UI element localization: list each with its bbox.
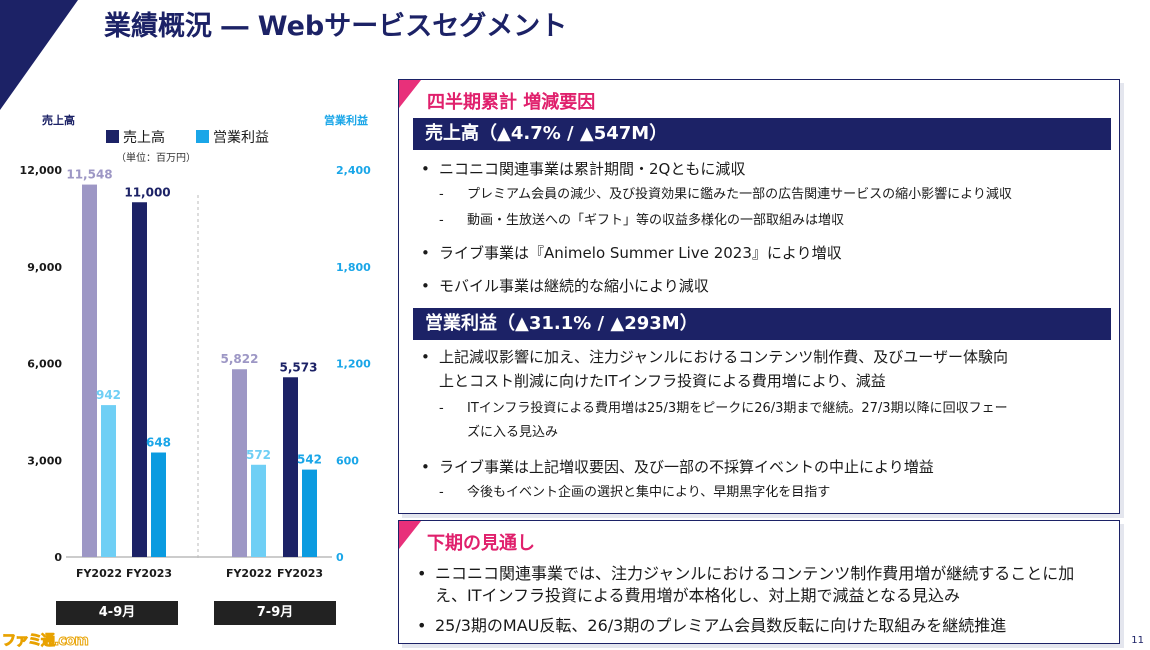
sales-value-label: 5,822	[221, 352, 259, 366]
profit-bar	[101, 405, 116, 557]
profit-point-1-line2: 上とコスト削減に向けたITインフラ投資による費用増により、減益	[439, 372, 886, 390]
page-title: 業績概況 ― Webサービスセグメント	[104, 11, 568, 42]
sales-value-label: 11,548	[66, 168, 112, 182]
profit-sub-2: - 今後もイベント企画の選択と集中により、早期黒字化を目指す	[439, 482, 830, 504]
right-tick-label: 600	[336, 454, 359, 467]
bullet: •	[417, 616, 427, 635]
profit-bar	[251, 464, 266, 557]
outlook-panel: 下期の見通し • ニコニコ関連事業では、注力ジャンルにおけるコンテンツ制作費用増が…	[398, 520, 1120, 644]
bullet: •	[421, 348, 430, 366]
bullet: •	[417, 564, 427, 583]
right-tick-label: 2,400	[336, 164, 371, 177]
sales-point-3-text: モバイル事業は継続的な縮小により減収	[439, 277, 709, 295]
profit-sub-2-text: 今後もイベント企画の選択と集中により、早期黒字化を目指す	[467, 485, 831, 500]
outlook-point-1-line2: え、ITインフラ投資による費用増が本格化し、対上期で減益となる見込み	[435, 586, 961, 605]
legend-label-profit: 営業利益	[213, 130, 269, 146]
sales-value-label: 11,000	[124, 185, 170, 199]
sales-point-1-text: ニコニコ関連事業は累計期間・2Qともに減収	[439, 160, 746, 178]
outlook-point-1-line1: ニコニコ関連事業では、注力ジャンルにおけるコンテンツ制作費用増が継続することに加	[435, 564, 1075, 583]
outlook-point-2-text: 25/3期のMAU反転、26/3期のプレミアム会員数反転に向けた取組みを継続推進	[435, 616, 1007, 635]
watermark-logo: ファミ通.com	[2, 633, 90, 650]
profit-header: 営業利益（▲31.1% / ▲293M）	[413, 308, 1111, 340]
category-label: FY2022	[226, 567, 272, 580]
left-tick-label: 3,000	[27, 454, 62, 467]
dash: -	[439, 401, 444, 416]
period-label-h1: 4-9月	[56, 601, 178, 625]
legend-swatch-profit	[196, 130, 209, 143]
sales-bar	[82, 184, 97, 557]
right-tick-label: 1,200	[336, 358, 371, 371]
sales-point-2-text: ライブ事業は『Animelo Summer Live 2023』により増収	[439, 244, 842, 262]
period-label-q2: 7-9月	[214, 601, 336, 625]
sales-sub-1: - プレミアム会員の減少、及び投資効果に鑑みた一部の広告関連サービスの縮小影響によ…	[439, 184, 1012, 206]
bullet: •	[421, 458, 430, 476]
sales-bar	[132, 202, 147, 557]
dash: -	[439, 213, 444, 228]
factors-panel: 四半期累計 増減要因 売上高（▲4.7% / ▲547M） • ニコニコ関連事業は…	[398, 79, 1120, 514]
category-label: FY2023	[277, 567, 323, 580]
category-label: FY2023	[126, 567, 172, 580]
right-tick-label: 1,800	[336, 261, 371, 274]
page-number: 11	[1131, 635, 1144, 646]
left-tick-label: 12,000	[20, 164, 63, 177]
sales-value-label: 5,573	[280, 360, 318, 374]
right-axis-title: 営業利益	[324, 113, 368, 127]
sales-point-1: • ニコニコ関連事業は累計期間・2Qともに減収	[421, 158, 745, 180]
profit-sub-1: - ITインフラ投資による費用増は25/3期をピークに26/3期まで継続。27/3…	[439, 398, 1008, 420]
profit-value-label: 942	[96, 388, 121, 402]
sales-sub-2-text: 動画・生放送への「ギフト」等の収益多様化の一部取組みは増収	[467, 213, 845, 228]
panel-tab-accent	[399, 521, 421, 549]
left-tick-label: 0	[54, 551, 62, 564]
factors-heading: 四半期累計 増減要因	[427, 92, 596, 113]
profit-point-1-line1: 上記減収影響に加え、注力ジャンルにおけるコンテンツ制作費、及びユーザー体験向	[439, 348, 1008, 366]
corner-decoration	[0, 0, 78, 110]
profit-sub-1-text: ITインフラ投資による費用増は25/3期をピークに26/3期まで継続。27/3期…	[467, 401, 1008, 416]
category-label: FY2022	[76, 567, 122, 580]
sales-sub-1-text: プレミアム会員の減少、及び投資効果に鑑みた一部の広告関連サービスの縮小影響により…	[467, 187, 1012, 202]
profit-point-1: • 上記減収影響に加え、注力ジャンルにおけるコンテンツ制作費、及びユーザー体験向	[421, 346, 1008, 368]
profit-bar	[151, 452, 166, 557]
outlook-point-2: • 25/3期のMAU反転、26/3期のプレミアム会員数反転に向けた取組みを継続推…	[417, 615, 1006, 637]
legend-label-sales: 売上高	[123, 129, 165, 146]
legend-swatch-sales	[106, 130, 119, 143]
profit-value-label: 572	[246, 448, 271, 462]
profit-value-label: 648	[146, 436, 171, 450]
dash: -	[439, 485, 444, 500]
sales-bar	[232, 369, 247, 557]
bullet: •	[421, 160, 430, 178]
profit-value-label: 542	[297, 453, 322, 467]
bullet: •	[421, 277, 430, 295]
dash: -	[439, 187, 444, 202]
left-tick-label: 9,000	[27, 261, 62, 274]
profit-sub-1-cont: ズに入る見込み	[467, 425, 559, 440]
profit-point-2-text: ライブ事業は上記増収要因、及び一部の不採算イベントの中止により増益	[439, 458, 934, 476]
sales-sub-2: - 動画・生放送への「ギフト」等の収益多様化の一部取組みは増収	[439, 210, 844, 232]
panel-tab-accent	[399, 80, 421, 108]
right-tick-label: 0	[336, 551, 344, 564]
left-axis-title: 売上高	[42, 113, 75, 127]
outlook-point-1: • ニコニコ関連事業では、注力ジャンルにおけるコンテンツ制作費用増が継続することに…	[417, 563, 1074, 585]
sales-point-2: • ライブ事業は『Animelo Summer Live 2023』により増収	[421, 242, 842, 264]
bullet: •	[421, 244, 430, 262]
sales-point-3: • モバイル事業は継続的な縮小により減収	[421, 275, 709, 297]
outlook-heading: 下期の見通し	[427, 533, 535, 554]
unit-note: （単位：百万円）	[116, 151, 196, 164]
sales-bar	[283, 377, 298, 557]
profit-bar	[302, 469, 317, 557]
sales-header: 売上高（▲4.7% / ▲547M）	[413, 118, 1111, 150]
profit-point-2: • ライブ事業は上記増収要因、及び一部の不採算イベントの中止により増益	[421, 456, 934, 478]
left-tick-label: 6,000	[27, 358, 62, 371]
